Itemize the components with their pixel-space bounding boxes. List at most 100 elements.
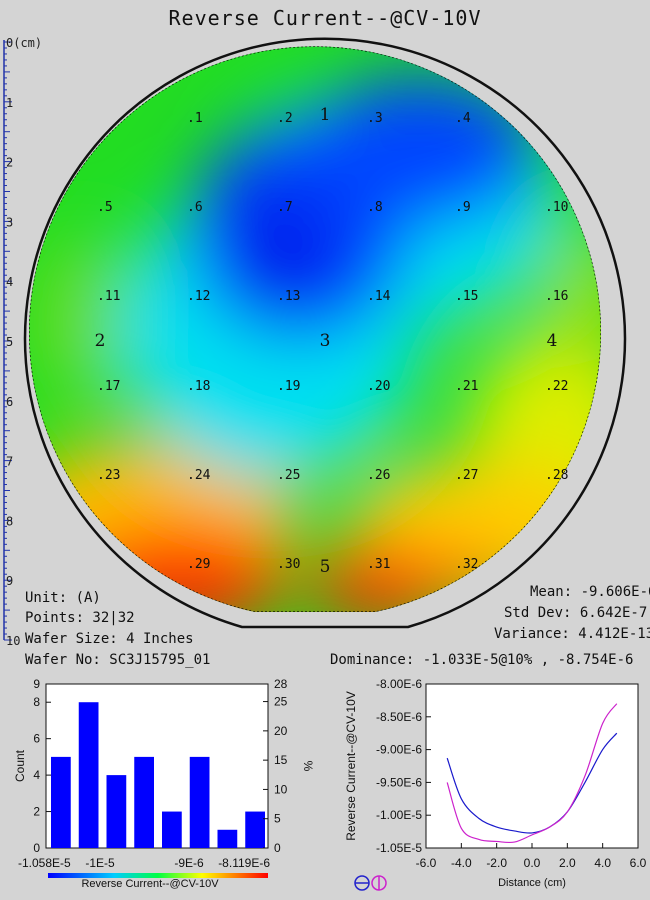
ruler-tick-label: 0(cm) <box>6 36 40 50</box>
site-label: .15 <box>455 289 478 304</box>
site-label: .28 <box>545 468 568 483</box>
region-label: 2 <box>95 331 106 351</box>
site-label: .2 <box>277 111 293 126</box>
histogram-y2-tick-label: 15 <box>274 753 288 767</box>
horizontal-cut-icon[interactable] <box>354 875 370 891</box>
histogram-bar <box>189 756 210 848</box>
site-label: .19 <box>277 379 300 394</box>
points-label: Points: 32|32 <box>25 610 135 626</box>
histogram-y-tick-label: 6 <box>33 732 40 746</box>
site-label: .16 <box>545 289 568 304</box>
region-label: 1 <box>320 105 331 125</box>
histogram-y2-tick-label: 10 <box>274 782 288 796</box>
histogram-y-tick-label: 9 <box>33 677 40 691</box>
site-label: .8 <box>367 200 383 215</box>
site-label: .24 <box>187 468 211 483</box>
line-y-tick-label: -9.00E-6 <box>376 743 422 757</box>
site-label: .4 <box>455 111 471 126</box>
histogram-y-tick-label: 2 <box>33 805 40 819</box>
ruler-tick-label: 2 <box>6 156 13 170</box>
histogram-y-tick-label: 0 <box>33 841 40 855</box>
histogram-y-label: Count <box>13 749 27 782</box>
line-x-tick-label: 2.0 <box>559 856 576 870</box>
histogram-y-tick-label: 8 <box>33 695 40 709</box>
histogram-bar <box>245 811 265 848</box>
line-x-tick-label: -2.0 <box>486 856 507 870</box>
line-x-tick-label: 4.0 <box>594 856 611 870</box>
site-label: .18 <box>187 379 210 394</box>
histogram-y2-tick-label: 0 <box>274 841 281 855</box>
wafer-map: .1 .2 .3 .4 .5 .6 .7 .8 .9 .10 .11 .12 .13 .14 .15 .16.… <box>23 37 627 629</box>
histogram-chart: 0 2 4 6 8 9 0 5 10 15 20 25 28 -1.058E-5 -1E-5 -9E-6 -8.… <box>13 677 315 890</box>
histogram-bar <box>134 756 154 848</box>
histogram-x-tick-label: -8.119E-6 <box>218 856 270 870</box>
histogram-x-tick-label: -1.058E-5 <box>18 856 71 870</box>
histogram-x-tick-label: -9E-6 <box>174 856 204 870</box>
ruler-tick-label: 3 <box>6 215 13 229</box>
line-x-tick-label: 6.0 <box>630 856 647 870</box>
series-line-horizontal <box>446 732 618 834</box>
ruler-tick-label: 7 <box>6 455 13 469</box>
histogram-bar <box>51 756 71 848</box>
ruler-tick-label: 8 <box>6 514 13 528</box>
variance-label: Variance: 4.412E-13 <box>494 626 650 642</box>
unit-label: Unit: (A) <box>25 590 101 606</box>
line-y-tick-label: -8.50E-6 <box>376 710 422 724</box>
heatmap <box>28 46 601 613</box>
histogram-y2-tick-label: 5 <box>274 812 281 826</box>
ruler-tick-label: 1 <box>6 96 13 110</box>
site-label: .22 <box>545 379 568 394</box>
line-x-tick-label: -4.0 <box>451 856 472 870</box>
histogram-y2-tick-label: 20 <box>274 724 288 738</box>
ruler-tick-label: 10 <box>6 634 20 648</box>
wafer-no-label: Wafer No: SC3J15795_01 <box>25 652 211 668</box>
site-label: .20 <box>367 379 390 394</box>
view-toggle-icons[interactable] <box>354 875 387 891</box>
line-x-label: Distance (cm) <box>498 877 566 889</box>
line-y-label: Reverse Current--@CV-10V <box>344 691 358 841</box>
series-line-vertical <box>446 703 618 844</box>
site-label: .23 <box>97 468 120 483</box>
site-label: .14 <box>367 289 391 304</box>
std-dev-label: Std Dev: 6.642E-7 <box>504 605 648 621</box>
ruler-tick-label: 9 <box>6 574 13 588</box>
site-label: .26 <box>367 468 390 483</box>
line-y-tick-label: -9.50E-6 <box>376 775 422 789</box>
histogram-y2-label: % <box>301 761 315 772</box>
histogram-bar <box>217 829 238 848</box>
site-label: .29 <box>187 557 210 572</box>
site-label: .10 <box>545 200 568 215</box>
site-label: .3 <box>367 111 383 126</box>
histogram-y2-tick-label: 28 <box>274 677 288 691</box>
region-label: 5 <box>320 557 331 577</box>
histogram-x-tick-label: -1E-5 <box>85 856 115 870</box>
histogram-bar <box>106 775 127 848</box>
color-scale-bar <box>48 873 268 878</box>
site-label: .17 <box>97 379 120 394</box>
histogram-x-label: Reverse Current--@CV-10V <box>81 878 219 890</box>
site-label: .6 <box>187 200 203 215</box>
line-chart: -8.00E-6 -8.50E-6 -9.00E-6 -9.50E-6 -1.00E-5… <box>344 677 647 891</box>
line-plot-area <box>425 683 639 849</box>
site-label: .9 <box>455 200 471 215</box>
line-y-tick-label: -1.00E-5 <box>376 808 422 822</box>
vertical-ruler: 0(cm) 1 2 3 4 5 6 7 8 9 10 <box>3 36 40 648</box>
site-label: .21 <box>455 379 478 394</box>
vertical-cut-icon[interactable] <box>371 875 387 891</box>
line-y-tick-label: -8.00E-6 <box>376 677 422 691</box>
ruler-tick-label: 6 <box>6 395 13 409</box>
wafer-size-label: Wafer Size: 4 Inches <box>25 631 194 647</box>
site-label: .1 <box>187 111 203 126</box>
site-label: .13 <box>277 289 300 304</box>
region-label: 3 <box>320 331 331 351</box>
site-label: .32 <box>455 557 478 572</box>
site-label: .27 <box>455 468 478 483</box>
region-label: 4 <box>547 331 558 351</box>
histogram-bar <box>162 811 182 848</box>
histogram-y2-tick-label: 25 <box>274 695 288 709</box>
site-label: .5 <box>97 200 113 215</box>
wafer-outline <box>23 37 627 629</box>
ruler-tick-label: 5 <box>6 335 13 349</box>
ruler-tick-label: 4 <box>6 275 13 289</box>
site-label: .7 <box>277 200 293 215</box>
